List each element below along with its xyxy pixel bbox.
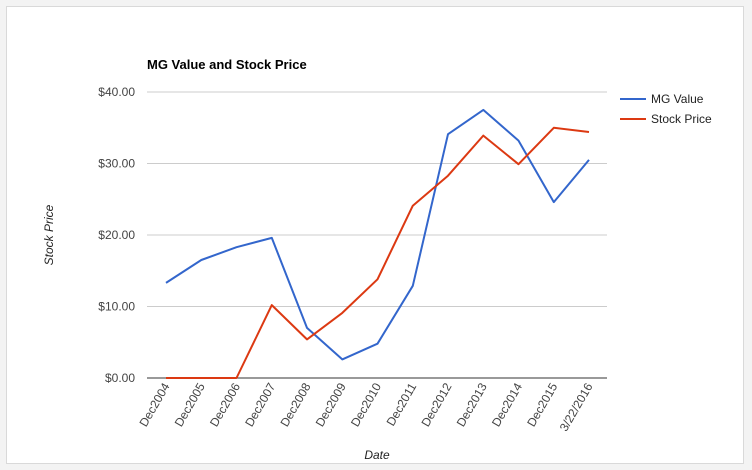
y-tick-label: $10.00: [98, 300, 135, 314]
y-tick-label: $20.00: [98, 228, 135, 242]
y-tick-label: $40.00: [98, 85, 135, 99]
x-tick-label: Dec2013: [454, 380, 490, 429]
legend: MG Value Stock Price: [620, 92, 712, 126]
y-axis-ticks: $0.00 $10.00 $20.00 $30.00 $40.00: [98, 85, 135, 385]
x-tick-label: Dec2012: [418, 380, 454, 429]
y-tick-label: $0.00: [105, 371, 135, 385]
x-tick-label: Dec2008: [277, 380, 313, 429]
chart-title: MG Value and Stock Price: [147, 57, 307, 72]
x-tick-label: Dec2009: [313, 380, 349, 429]
x-tick-label: 3/22/2016: [557, 380, 596, 434]
x-tick-label: Dec2007: [242, 380, 278, 429]
x-axis-label: Date: [364, 448, 390, 462]
x-tick-label: Dec2005: [172, 380, 208, 429]
gridlines: [147, 91, 607, 379]
x-tick-label: Dec2006: [207, 380, 243, 429]
x-axis-ticks: Dec2004 Dec2005 Dec2006 Dec2007 Dec2008 Dec20…: [136, 380, 595, 434]
x-tick-label: Dec2014: [489, 380, 525, 429]
y-axis-label: Stock Price: [42, 204, 56, 265]
x-tick-label: Dec2011: [384, 380, 420, 428]
x-tick-label: Dec2004: [136, 380, 172, 429]
x-tick-label: Dec2015: [524, 380, 560, 429]
series-line-mg-value: [165, 108, 590, 361]
legend-label: MG Value: [651, 92, 704, 106]
series-line-stock-price: [166, 126, 590, 379]
y-tick-label: $30.00: [98, 157, 135, 171]
series-lines: [165, 108, 590, 379]
x-tick-label: Dec2010: [348, 380, 384, 429]
legend-label: Stock Price: [651, 112, 712, 126]
